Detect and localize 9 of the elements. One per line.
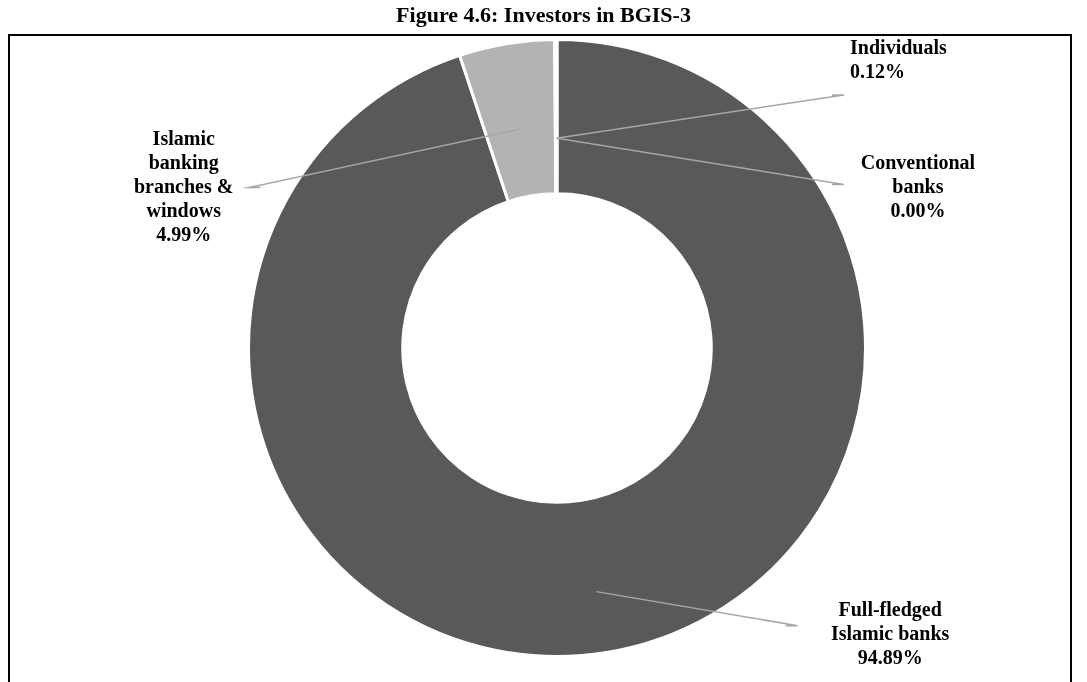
slice-label: Full-fledged Islamic banks bbox=[830, 598, 950, 645]
category-label: Conventional banks bbox=[860, 150, 976, 197]
slice-label: Islamic banking branches & windows bbox=[133, 126, 234, 221]
data-label: 0.12% bbox=[850, 60, 906, 83]
data-label: 94.89% bbox=[857, 646, 923, 669]
chart-title: Figure 4.6: Investors in BGIS-3 bbox=[395, 2, 692, 28]
data-label: 4.99% bbox=[156, 222, 212, 245]
text: 0.00% bbox=[890, 198, 946, 221]
slice-label: Individuals bbox=[850, 36, 948, 59]
